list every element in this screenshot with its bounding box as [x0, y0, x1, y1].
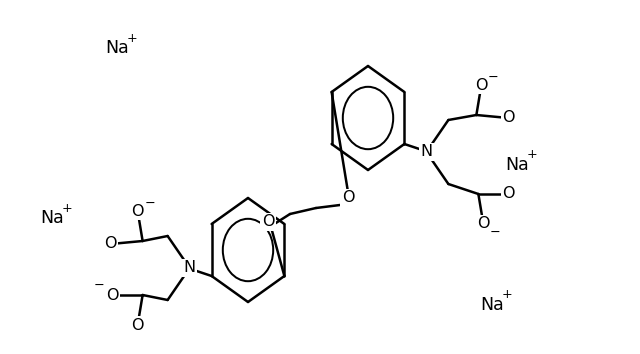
Text: Na: Na: [505, 156, 529, 174]
Text: O: O: [104, 236, 117, 251]
Text: N: N: [420, 144, 433, 160]
Text: O: O: [106, 287, 119, 303]
Text: N: N: [184, 261, 196, 275]
Text: Na: Na: [105, 39, 129, 57]
Text: −: −: [144, 196, 155, 210]
Text: +: +: [127, 32, 138, 45]
Text: O: O: [262, 215, 275, 229]
Text: Na: Na: [480, 296, 504, 314]
Text: −: −: [490, 225, 500, 239]
Text: +: +: [61, 201, 72, 215]
Text: Na: Na: [40, 209, 64, 227]
Text: O: O: [342, 190, 355, 206]
Text: O: O: [131, 318, 144, 332]
Text: O: O: [502, 110, 515, 126]
Text: −: −: [488, 70, 499, 84]
Text: O: O: [131, 204, 144, 218]
Text: O: O: [502, 187, 515, 201]
Text: O: O: [475, 78, 488, 92]
Text: +: +: [527, 148, 538, 161]
Text: +: +: [502, 289, 513, 302]
Text: −: −: [93, 279, 104, 291]
Text: O: O: [477, 217, 490, 232]
